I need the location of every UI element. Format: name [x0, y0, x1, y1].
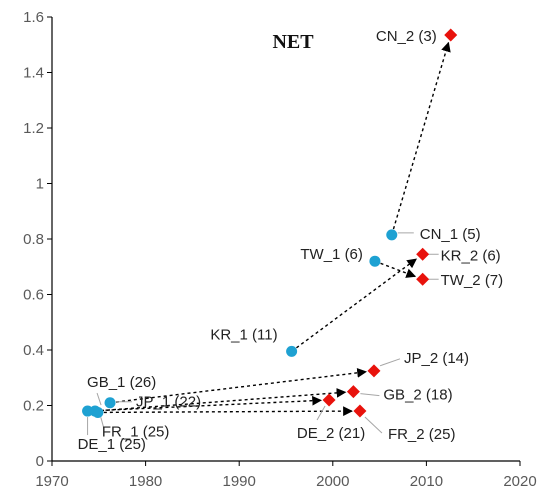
arrow-CN_1-to-CN_2: [391, 41, 451, 236]
y-tick-label: 0.4: [23, 342, 44, 359]
label-KR_1: KR_1 (11): [210, 326, 277, 343]
label-DE_1: DE_1 (25): [78, 436, 146, 453]
chart-title: NET: [272, 31, 314, 53]
x-tick-label: 2020: [503, 473, 536, 490]
data-points: [82, 28, 458, 418]
arrow-JP_1-to-JP_2: [109, 367, 368, 404]
point-FR_1: [92, 406, 104, 418]
arrow-TW_1-to-TW_2: [374, 260, 417, 278]
y-tick-label: 1.4: [23, 65, 44, 82]
label-CN_1: CN_1 (5): [420, 226, 481, 243]
arrow-GB_1-to-GB_2: [95, 387, 347, 412]
y-tick-label: 1.6: [23, 9, 44, 26]
x-tick-label: 1990: [223, 473, 256, 490]
label-FR_1: FR_1 (25): [102, 423, 170, 440]
label-GB_2: GB_2 (18): [383, 387, 452, 404]
x-tick-label: 2010: [410, 473, 443, 490]
point-GB_2: [346, 385, 360, 399]
point-FR_2: [353, 404, 367, 418]
label-GB_1: GB_1 (26): [87, 374, 156, 391]
tick-labels: 1970 1980 1990 2000 2010 2020 0 0.2 0.4 0.6 0.8 1 1.…: [23, 9, 537, 490]
arrow-FR_1-to-FR_2: [97, 406, 353, 417]
label-TW_2: TW_2 (7): [441, 272, 504, 289]
point-TW_2: [416, 272, 430, 286]
x-tick-label: 2000: [316, 473, 349, 490]
y-tick-label: 0: [36, 453, 44, 470]
label-leaders: [87, 232, 439, 436]
y-tick-label: 1.2: [23, 120, 44, 137]
point-JP_1: [104, 397, 116, 409]
point-KR_1: [286, 345, 298, 357]
arrow-DE_1-to-DE_2: [87, 395, 323, 412]
y-tick-label: 0.8: [23, 231, 44, 248]
label-KR_2: KR_2 (6): [441, 247, 501, 264]
point-DE_2: [322, 393, 336, 407]
label-JP_2: JP_2 (14): [404, 350, 469, 367]
point-KR_2: [416, 247, 430, 261]
leader-FR_2: [364, 416, 383, 434]
arrow-KR_1-to-KR_2: [291, 258, 418, 352]
y-tick-label: 1: [36, 176, 44, 193]
leader-GB_1: [96, 392, 102, 406]
label-DE_2: DE_2 (21): [297, 425, 365, 442]
label-CN_2: CN_2 (3): [376, 28, 437, 45]
point-JP_2: [367, 364, 381, 378]
leader-DE_2: [316, 405, 326, 421]
axes: [47, 16, 521, 466]
leader-FR_1: [100, 417, 105, 429]
x-tick-label: 1970: [35, 473, 68, 490]
label-JP_1: JP_1 (22): [136, 394, 201, 411]
y-tick-label: 0.6: [23, 287, 44, 304]
point-CN_2: [444, 28, 458, 42]
point-DE_1: [82, 405, 94, 417]
label-TW_1: TW_1 (6): [300, 246, 363, 263]
label-FR_2: FR_2 (25): [388, 426, 456, 443]
point-labels: CN_1 (5) TW_1 (6) KR_1 (11) GB_1 (26) JP_1 (…: [78, 28, 504, 453]
point-CN_1: [386, 229, 398, 241]
leader-JP_2: [379, 358, 401, 367]
x-tick-label: 1980: [129, 473, 162, 490]
arrows: [87, 41, 451, 417]
point-TW_1: [369, 255, 381, 267]
leader-GB_2: [360, 393, 380, 397]
y-tick-label: 0.2: [23, 398, 44, 415]
